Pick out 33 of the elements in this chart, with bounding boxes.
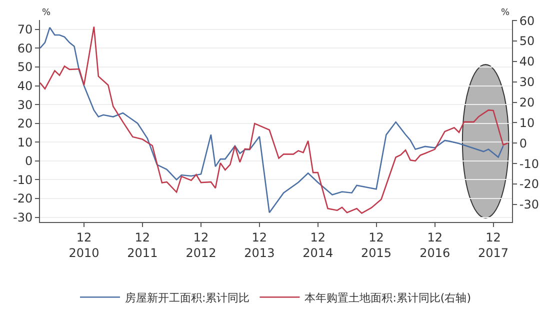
- y-tick-label: 0: [24, 154, 33, 168]
- x-tick-label: 12 2014: [302, 230, 334, 260]
- y2-tick-label: -10: [519, 156, 540, 171]
- x-tick-label: 12 2015: [360, 230, 392, 260]
- y-tick-label: 10: [17, 135, 33, 150]
- y2-tick-label: 10: [519, 116, 535, 130]
- y-tick-label: -20: [12, 192, 33, 206]
- y2-tick-label: 40: [519, 54, 535, 69]
- y-tick-label: -30: [12, 210, 33, 224]
- x-tick-label: 12 2010: [68, 230, 100, 260]
- legend-label: 本年购置土地面积:累计同比(右轴): [304, 291, 472, 304]
- y2-axis-title: %: [501, 8, 510, 18]
- y-tick-label: 60: [17, 41, 33, 56]
- y2-tick-label: 30: [519, 75, 535, 90]
- y2-tick-label: -30: [519, 198, 540, 212]
- x-tick-label: 12 2016: [420, 230, 450, 260]
- y-tick-label: -10: [12, 172, 33, 187]
- y-axis-title: %: [42, 8, 51, 18]
- x-tick-label: 12 2012: [186, 230, 216, 260]
- y-tick-label: 20: [17, 116, 33, 131]
- legend-label: 房屋新开工面积:累计同比: [125, 291, 250, 304]
- y-tick-label: 40: [17, 78, 33, 93]
- x-tick-label: 12 2017: [478, 230, 509, 260]
- x-tick-label: 12 2013: [244, 230, 275, 260]
- y-tick-label: 70: [17, 22, 33, 37]
- y2-tick-label: 50: [519, 34, 535, 48]
- y2-tick-label: 60: [519, 14, 535, 28]
- x-tick-label: 12 2011: [127, 230, 158, 260]
- y2-tick-label: -20: [519, 177, 540, 192]
- y-tick-label: 30: [17, 98, 33, 112]
- y2-tick-label: 20: [519, 96, 535, 110]
- y-tick-label: 50: [17, 60, 33, 74]
- y2-tick-label: 0: [519, 136, 528, 150]
